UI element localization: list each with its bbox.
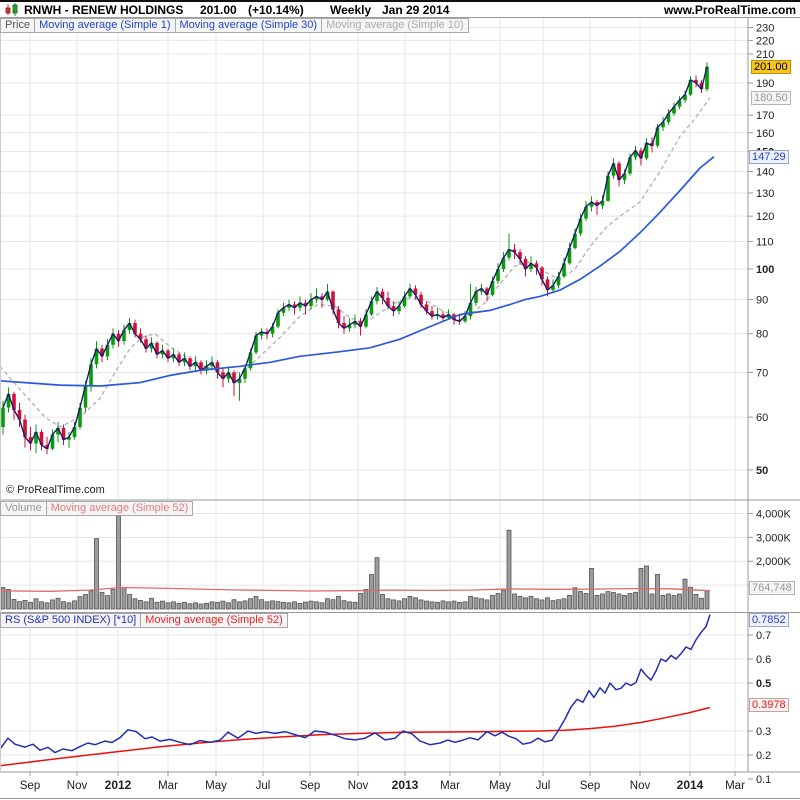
price-indicator-3[interactable]: Moving average (Simple 10) (321, 18, 469, 33)
svg-text:170: 170 (756, 110, 774, 122)
header: RNWH - RENEW HOLDINGS 201.00 (+10.14%) W… (0, 2, 800, 17)
svg-text:Sep: Sep (300, 780, 320, 792)
volume-indicator-row: Volume Moving average (Simple 52) (0, 501, 194, 516)
svg-text:60: 60 (756, 412, 768, 424)
svg-text:4,000K: 4,000K (756, 508, 792, 520)
svg-text:140: 140 (756, 166, 774, 178)
svg-text:210: 210 (756, 49, 774, 61)
svg-text:Nov: Nov (67, 780, 88, 792)
svg-text:Nov: Nov (348, 780, 369, 792)
svg-text:2014: 2014 (677, 778, 704, 792)
price-indicator-row: Price Moving average (Simple 1) Moving ave… (0, 18, 469, 33)
window-top-border (0, 0, 800, 2)
watermark: © ProRealTime.com (6, 484, 105, 496)
svg-text:160: 160 (756, 128, 774, 140)
last-price-axis-badge: 201.00 (751, 60, 791, 74)
svg-text:0.6: 0.6 (756, 654, 771, 666)
rs-indicator-1[interactable]: Moving average (Simple 52) (140, 613, 288, 628)
volume-indicator-1[interactable]: Moving average (Simple 52) (45, 501, 194, 516)
svg-text:Jul: Jul (536, 780, 551, 792)
volume-indicator-0[interactable]: Volume (0, 501, 47, 516)
svg-text:May: May (489, 780, 511, 792)
svg-text:220: 220 (756, 35, 774, 47)
candlestick-logo-icon (5, 3, 18, 16)
ma10-axis-badge: 180.50 (751, 91, 791, 105)
ma30-axis-badge: 147.29 (749, 150, 789, 164)
svg-text:2013: 2013 (392, 778, 419, 792)
volume-axis-badge: 764,748 (749, 581, 795, 595)
svg-text:130: 130 (756, 188, 774, 200)
svg-text:110: 110 (756, 236, 774, 248)
svg-text:0.2: 0.2 (756, 750, 771, 762)
svg-text:0.7: 0.7 (756, 630, 771, 642)
bar-date: Jan 29 2014 (382, 3, 450, 17)
rs-ma-axis-badge: 0.3978 (749, 698, 789, 712)
svg-text:0.5: 0.5 (756, 678, 771, 690)
last-price: 201.00 (200, 3, 237, 17)
svg-text:0.1: 0.1 (756, 774, 771, 786)
price-change: (+10.14%) (248, 3, 304, 17)
svg-text:Mar: Mar (725, 780, 745, 792)
svg-text:3,000K: 3,000K (756, 532, 792, 544)
price-indicator-2[interactable]: Moving average (Simple 30) (174, 18, 323, 33)
symbol-title: RNWH - RENEW HOLDINGS (24, 3, 184, 17)
svg-text:50: 50 (756, 465, 768, 477)
svg-text:Mar: Mar (440, 780, 460, 792)
svg-text:100: 100 (756, 264, 774, 276)
svg-text:Sep: Sep (20, 780, 40, 792)
rs-indicator-0[interactable]: RS (S&P 500 INDEX) [*10] (0, 613, 142, 628)
svg-text:Jul: Jul (256, 780, 271, 792)
svg-text:2012: 2012 (105, 778, 132, 792)
svg-text:2,000K: 2,000K (756, 556, 792, 568)
rs-axis-badge: 0.7852 (749, 613, 789, 627)
svg-text:Sep: Sep (580, 780, 600, 792)
rs-indicator-row: RS (S&P 500 INDEX) [*10] Moving average (… (0, 613, 288, 628)
svg-text:0.3: 0.3 (756, 726, 771, 738)
svg-text:230: 230 (756, 23, 774, 35)
website-link[interactable]: www.ProRealTime.com (663, 3, 796, 17)
svg-text:80: 80 (756, 329, 768, 341)
svg-text:May: May (205, 780, 227, 792)
svg-text:70: 70 (756, 367, 768, 379)
price-indicator-0[interactable]: Price (0, 18, 36, 33)
svg-text:Mar: Mar (158, 780, 178, 792)
svg-text:120: 120 (756, 211, 774, 223)
svg-text:190: 190 (756, 78, 774, 90)
svg-text:90: 90 (756, 295, 768, 307)
price-indicator-1[interactable]: Moving average (Simple 1) (34, 18, 176, 33)
svg-text:Nov: Nov (630, 780, 651, 792)
timeframe-label: Weekly (330, 3, 372, 17)
